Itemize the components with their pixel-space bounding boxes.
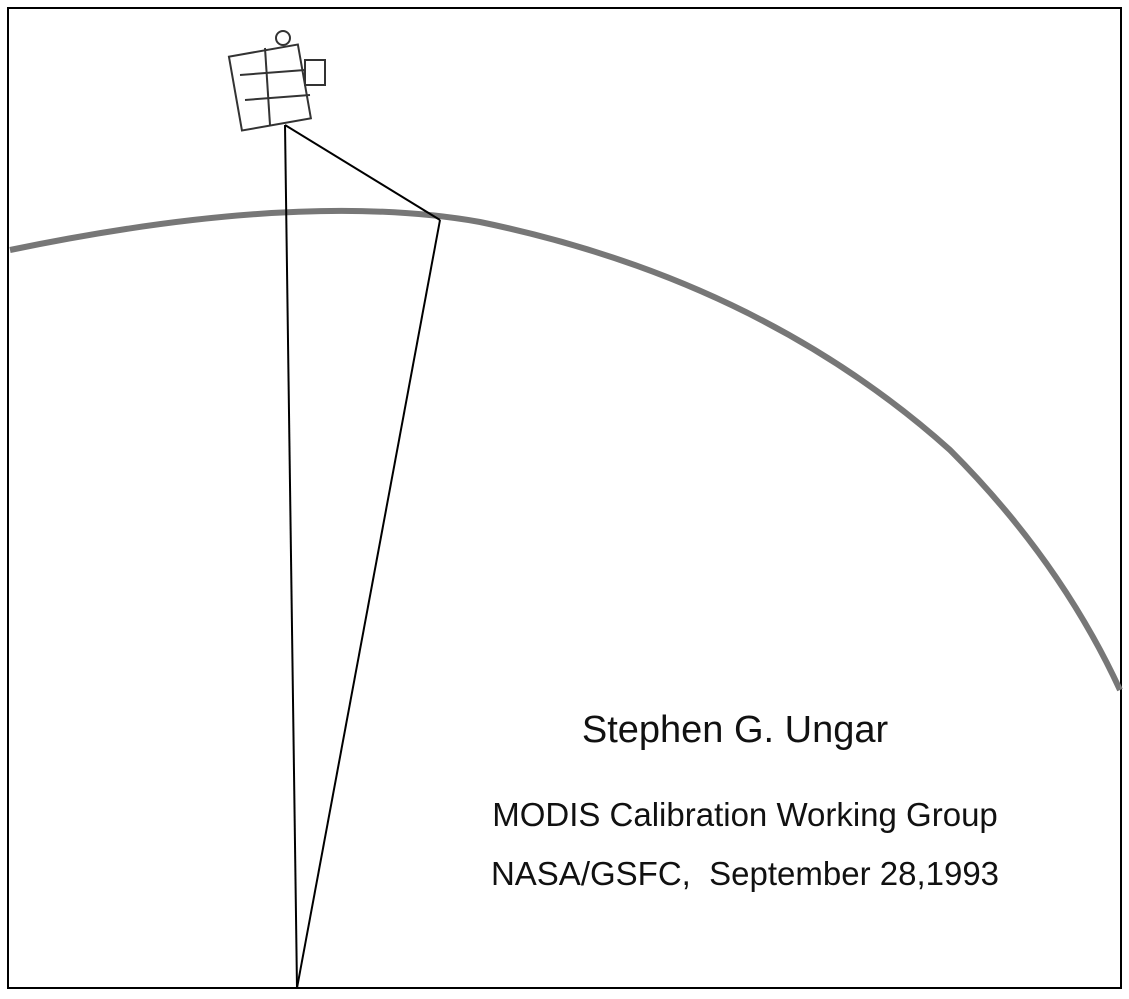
view-line [296, 219, 441, 989]
earth-horizon [9, 207, 1123, 692]
subtitle-line: NASA/GSFC, September 28,1993 [491, 855, 999, 892]
author: Stephen G. Ungar [582, 709, 889, 751]
satellite-icon [227, 30, 326, 132]
subtitle-line: MODIS Calibration Working Group [492, 796, 998, 833]
view-line [284, 124, 441, 221]
nadir-line [284, 124, 298, 989]
frame [7, 7, 1122, 989]
